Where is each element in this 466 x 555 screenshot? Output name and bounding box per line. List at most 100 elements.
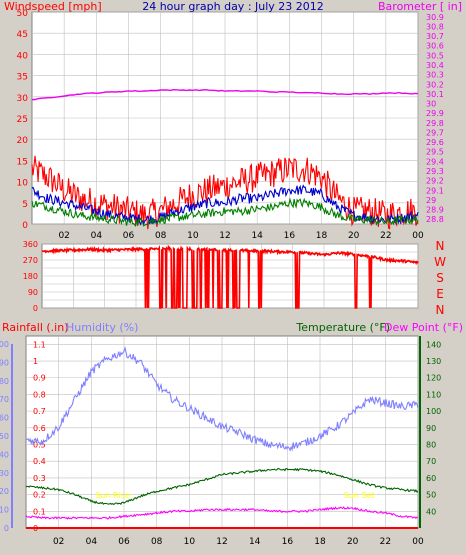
hour-tick-label: 20 xyxy=(348,231,360,241)
temperature-tick-label: 60 xyxy=(426,474,436,483)
climate-series-line-0 xyxy=(26,345,419,452)
barometer-right-axis: 28.828.92929.129.229.329.429.529.629.729… xyxy=(426,13,444,224)
rainfall-tick-label: 0.6 xyxy=(33,424,46,433)
barometer-tick-label: 29.7 xyxy=(426,128,444,137)
rainfall-tick-label: 0.1 xyxy=(33,507,46,516)
direction-tick-label: 90 xyxy=(28,288,38,297)
barometer-tick-label: 28.9 xyxy=(426,206,444,215)
sun-annotation-label: Sun Set xyxy=(344,491,375,500)
barometer-tick-label: 30 xyxy=(426,100,436,109)
hour-tick-label: 08 xyxy=(151,537,163,547)
direction-tick-label: 270 xyxy=(23,256,38,265)
sun-annotation-label: Sun Rise xyxy=(95,491,130,500)
humidity-tick-label: 80 xyxy=(0,377,9,386)
hour-tick-label: 16 xyxy=(284,231,296,241)
temperature-tick-label: 110 xyxy=(426,390,441,399)
temperature-tick-label: 120 xyxy=(426,374,441,383)
hour-tick-label: 10 xyxy=(184,537,196,547)
direction-series xyxy=(41,244,419,309)
hour-tick-label: 18 xyxy=(314,537,326,547)
barometer-tick-label: 30.4 xyxy=(426,61,444,70)
temperature-tick-label: 140 xyxy=(426,340,441,349)
climate-series-line-1 xyxy=(25,467,419,506)
barometer-tick-label: 29.1 xyxy=(426,186,444,195)
compass-label: W xyxy=(434,255,446,269)
hour-tick-label: 08 xyxy=(155,231,167,241)
compass-label: N xyxy=(436,239,445,253)
direction-line xyxy=(41,244,419,309)
compass-label: N xyxy=(436,303,445,317)
temperature-tick-label: 100 xyxy=(426,407,441,416)
humidity-tick-label: 0 xyxy=(4,524,9,533)
direction-tick-label: 180 xyxy=(23,272,38,281)
hour-tick-label: 10 xyxy=(187,231,199,241)
temperature-tick-label: 80 xyxy=(426,441,436,450)
hour-tick-label: 16 xyxy=(282,537,294,547)
wind-left-axis: 0 5 10 15 20 25 30 35 40 45 50 xyxy=(17,9,29,231)
wind-series-line-3 xyxy=(31,88,419,101)
hour-tick-label: 04 xyxy=(91,231,103,241)
hour-tick-label: 02 xyxy=(58,231,69,241)
windspeed-tick-label: 35 xyxy=(17,73,28,83)
rainfall-tick-label: 0.2 xyxy=(33,491,46,500)
temperature-tick-label: 70 xyxy=(426,457,436,466)
direction-tick-label: 0 xyxy=(33,304,38,313)
hour-tick-label: 18 xyxy=(316,231,328,241)
humidity-tick-label: 40 xyxy=(0,450,9,459)
climate-panel: 0 10 20 30 40 50 60 70 80 90 100 0 0.1 0.2 0.3 0.4 0.5 0… xyxy=(0,321,463,547)
wind-series-line-0 xyxy=(31,155,419,230)
humidity-tick-label: 20 xyxy=(0,487,9,496)
barometer-tick-label: 30.1 xyxy=(426,90,444,99)
rainfall-tick-label: 0.3 xyxy=(33,474,46,483)
barometer-tick-label: 30.2 xyxy=(426,80,444,89)
windspeed-tick-label: 5 xyxy=(22,200,28,210)
compass-label: E xyxy=(436,287,444,301)
temperature-tick-label: 90 xyxy=(426,424,436,433)
hour-tick-label: 00 xyxy=(412,231,424,241)
rainfall-tick-label: 0.9 xyxy=(33,374,46,383)
windspeed-tick-label: 20 xyxy=(17,136,29,146)
hour-tick-label: 20 xyxy=(347,537,359,547)
barometer-tick-label: 30.5 xyxy=(426,51,444,60)
wind-series xyxy=(31,88,419,230)
windspeed-axis-label: Windspeed [mph] xyxy=(4,0,102,13)
barometer-tick-label: 29.5 xyxy=(426,148,444,157)
temperature-tick-label: 130 xyxy=(426,357,441,366)
windspeed-tick-label: 10 xyxy=(17,179,29,189)
humidity-tick-label: 10 xyxy=(0,506,9,515)
barometer-tick-label: 30.8 xyxy=(426,22,444,31)
hour-tick-label: 06 xyxy=(118,537,130,547)
humidity-axis-label: Humidity (%) xyxy=(66,321,138,334)
barometer-tick-label: 30.9 xyxy=(426,13,444,22)
hour-tick-label: 12 xyxy=(219,231,230,241)
windspeed-tick-label: 50 xyxy=(17,9,29,19)
humidity-tick-label: 90 xyxy=(0,358,9,367)
barometer-tick-label: 29.3 xyxy=(426,167,444,176)
direction-left-axis: 0 90 180 270 360 xyxy=(23,240,38,313)
climate-series-line-2 xyxy=(25,506,418,520)
compass-label: S xyxy=(436,271,444,285)
barometer-tick-label: 30.3 xyxy=(426,71,444,80)
hour-tick-label: 06 xyxy=(123,231,135,241)
windspeed-tick-label: 45 xyxy=(17,30,28,40)
rainfall-tick-label: 0.7 xyxy=(33,407,46,416)
barometer-tick-label: 30.7 xyxy=(426,32,444,41)
climate-grid xyxy=(26,336,419,529)
hour-tick-label: 02 xyxy=(53,537,64,547)
barometer-tick-label: 29.9 xyxy=(426,109,444,118)
humidity-left-axis: 0 10 20 30 40 50 60 70 80 90 100 xyxy=(0,340,13,533)
dewpoint-axis-label: Dew Point (°F) xyxy=(384,321,463,334)
windspeed-tick-label: 25 xyxy=(17,115,28,125)
rainfall-tick-label: 0.8 xyxy=(33,390,46,399)
wind-series-line-1 xyxy=(31,184,419,226)
barometer-tick-label: 30.6 xyxy=(426,42,444,51)
hour-tick-label: 14 xyxy=(249,537,261,547)
temperature-tick-label: 50 xyxy=(426,491,436,500)
wind-hour-axis: 02 04 06 08 10 12 14 16 18 20 22 00 xyxy=(58,231,424,241)
barometer-tick-label: 29.2 xyxy=(426,177,444,186)
windspeed-tick-label: 40 xyxy=(17,51,29,61)
barometer-tick-label: 29.8 xyxy=(426,119,444,128)
